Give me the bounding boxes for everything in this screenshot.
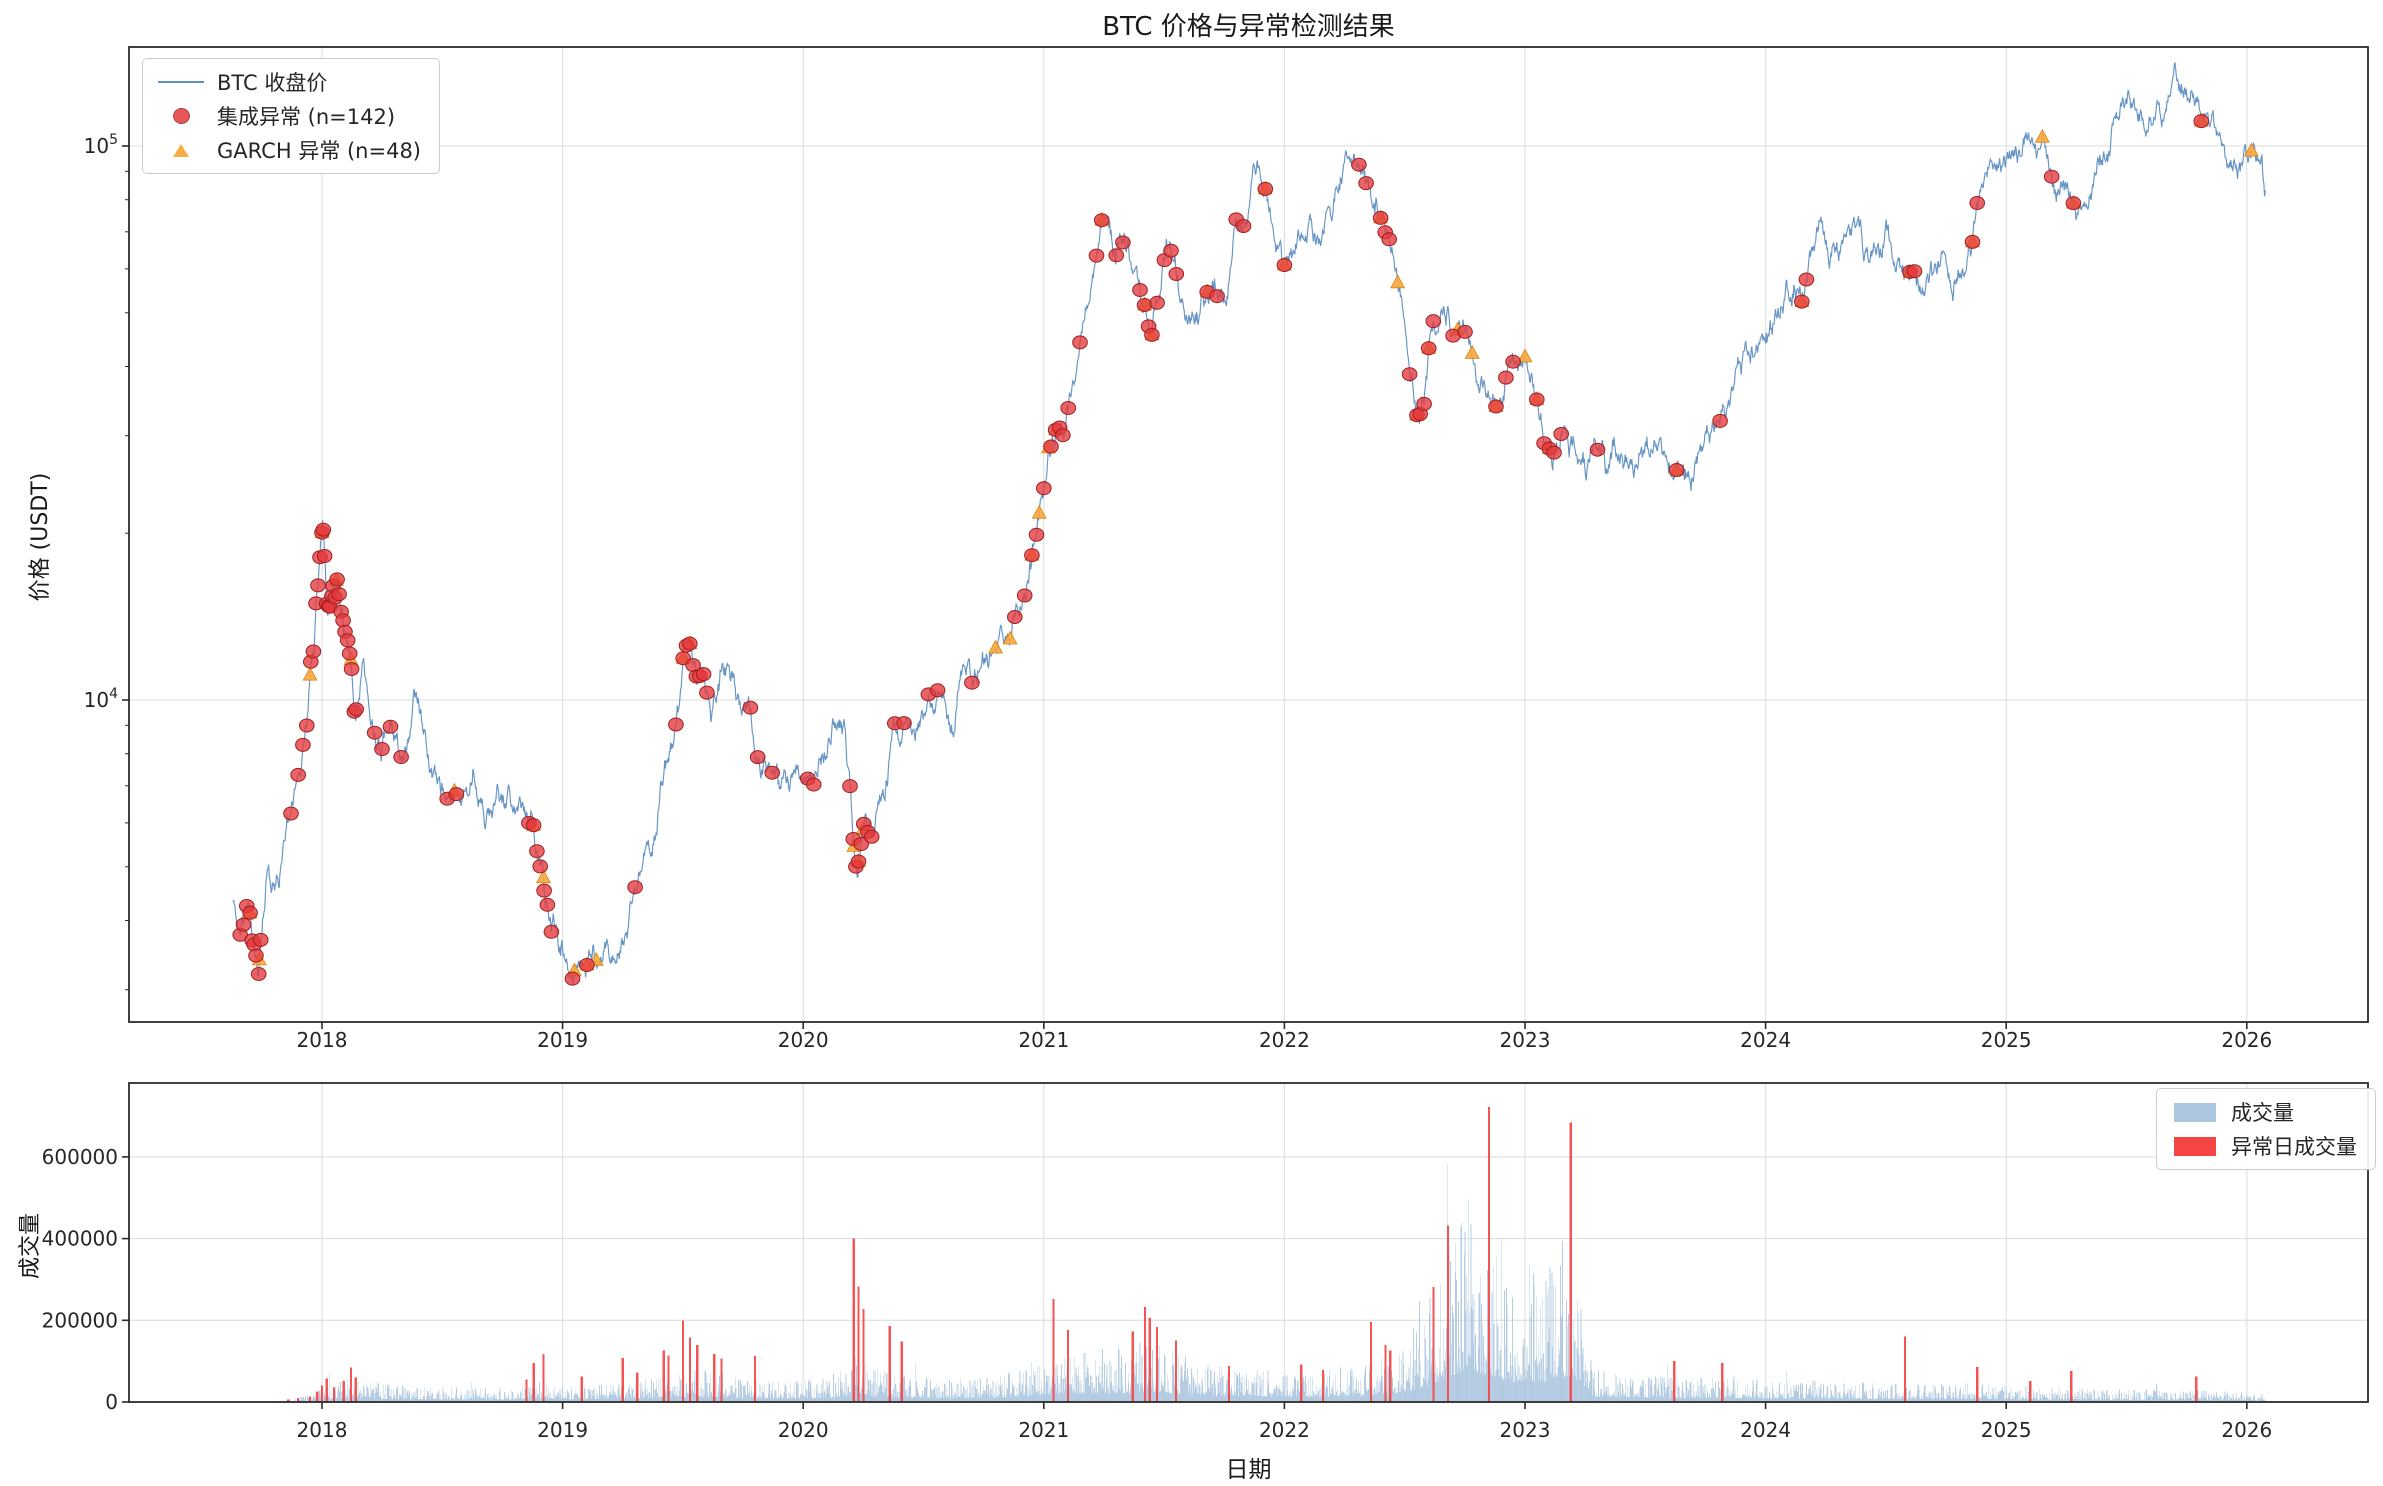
price-x-tick-label: 2020: [778, 1028, 829, 1052]
volume-x-tick-label: 2023: [1500, 1418, 1551, 1442]
legend-item-garch-anomaly: GARCH 异常 (n=48): [151, 133, 421, 167]
volume-x-tick-label: 2018: [297, 1418, 348, 1442]
price-x-tick-label: 2021: [1018, 1028, 1069, 1052]
price-y-tick-label: 104: [84, 686, 118, 712]
legend-item-close-price: BTC 收盘价: [151, 65, 421, 99]
volume-swatch-icon: [2165, 1102, 2225, 1122]
price-x-tick-label: 2025: [1981, 1028, 2032, 1052]
anomaly-volume-swatch-icon: [2165, 1136, 2225, 1156]
x-axis-label: 日期: [1225, 1457, 1272, 1483]
price-x-tick-label: 2023: [1500, 1028, 1551, 1052]
volume-x-tick-label: 2019: [537, 1418, 588, 1442]
chart-title: BTC 价格与异常检测结果: [1102, 12, 1395, 42]
dot-swatch-icon: [151, 108, 211, 124]
legend-item-volume: 成交量: [2165, 1095, 2357, 1129]
price-y-axis-label: 价格 (USDT): [28, 472, 53, 602]
volume-x-tick-label: 2022: [1259, 1418, 1310, 1442]
line-swatch-icon: [151, 81, 211, 83]
triangle-swatch-icon: [151, 143, 211, 157]
volume-y-axis-label: 成交量: [18, 1213, 43, 1280]
volume-y-tick-label: 600000: [42, 1145, 118, 1169]
legend-item-ensemble-anomaly: 集成异常 (n=142): [151, 99, 421, 133]
legend-label: 异常日成交量: [2231, 1135, 2357, 1159]
legend-label: 集成异常 (n=142): [217, 105, 396, 129]
volume-x-tick-label: 2024: [1740, 1418, 1791, 1442]
price-legend: BTC 收盘价 集成异常 (n=142) GARCH 异常 (n=48): [142, 58, 441, 174]
legend-label: 成交量: [2231, 1101, 2294, 1125]
volume-y-tick-label: 0: [105, 1390, 118, 1414]
volume-x-tick-label: 2026: [2221, 1418, 2272, 1442]
price-x-tick-label: 2026: [2221, 1028, 2272, 1052]
price-x-tick-label: 2024: [1740, 1028, 1791, 1052]
legend-item-anomaly-volume: 异常日成交量: [2165, 1129, 2357, 1163]
price-y-tick-label: 105: [84, 132, 118, 158]
volume-x-tick-label: 2025: [1981, 1418, 2032, 1442]
price-x-tick-label: 2022: [1259, 1028, 1310, 1052]
price-x-tick-label: 2019: [537, 1028, 588, 1052]
volume-x-tick-label: 2021: [1018, 1418, 1069, 1442]
price-x-tick-label: 2018: [297, 1028, 348, 1052]
legend-label: BTC 收盘价: [217, 71, 328, 95]
legend-label: GARCH 异常 (n=48): [217, 139, 422, 163]
volume-x-tick-label: 2020: [778, 1418, 829, 1442]
volume-y-tick-label: 200000: [42, 1308, 118, 1332]
volume-y-tick-label: 400000: [42, 1227, 118, 1251]
volume-legend: 成交量 异常日成交量: [2156, 1088, 2376, 1170]
